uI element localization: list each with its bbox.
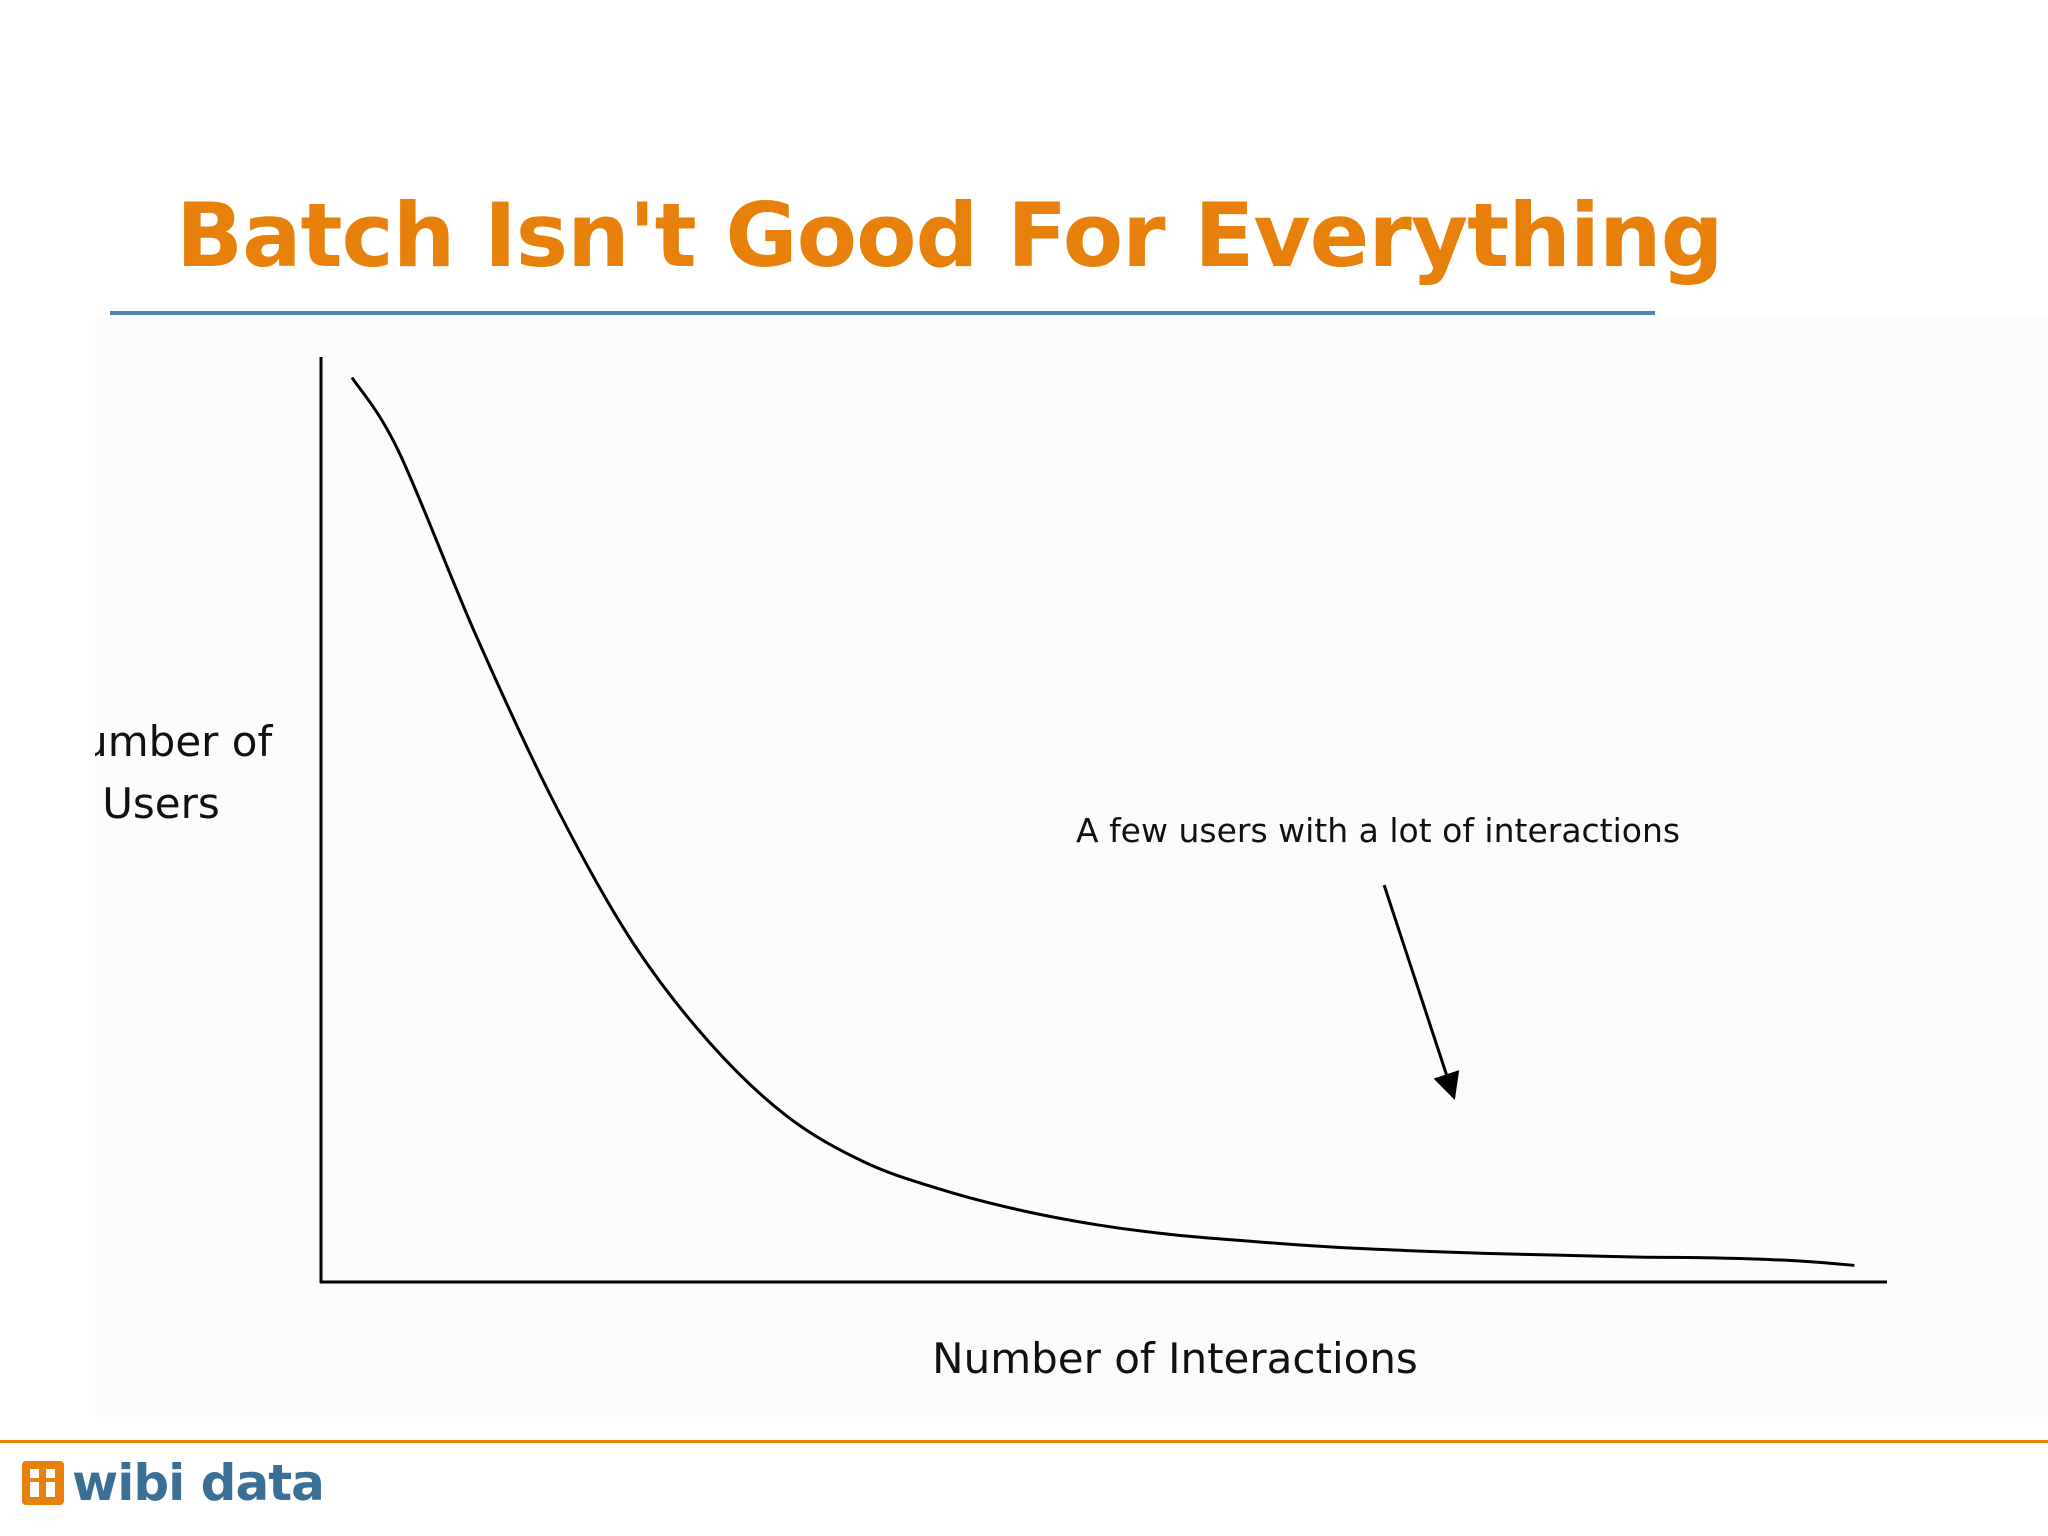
- annotation-arrow: [1382, 884, 1460, 1100]
- chart-panel: A few users with a lot of interactions N…: [95, 317, 2048, 1417]
- wibidata-logo-text: wibi data: [72, 1454, 325, 1512]
- y-axis-label-line-1: Number of: [95, 717, 273, 766]
- footer-divider: [0, 1440, 2048, 1443]
- footer-logo: wibi data: [22, 1454, 325, 1512]
- title-divider: [110, 311, 1655, 315]
- x-axis-label: Number of Interactions: [932, 1334, 1418, 1383]
- y-axis-label-line-2: Users: [102, 779, 220, 828]
- annotation-label: A few users with a lot of interactions: [1076, 811, 1680, 850]
- wibidata-logo-icon: [22, 1461, 64, 1505]
- slide-title: Batch Isn't Good For Everything: [176, 184, 1724, 287]
- chart: A few users with a lot of interactions N…: [95, 357, 1887, 1383]
- series-line-number-of-users: [350, 376, 1855, 1267]
